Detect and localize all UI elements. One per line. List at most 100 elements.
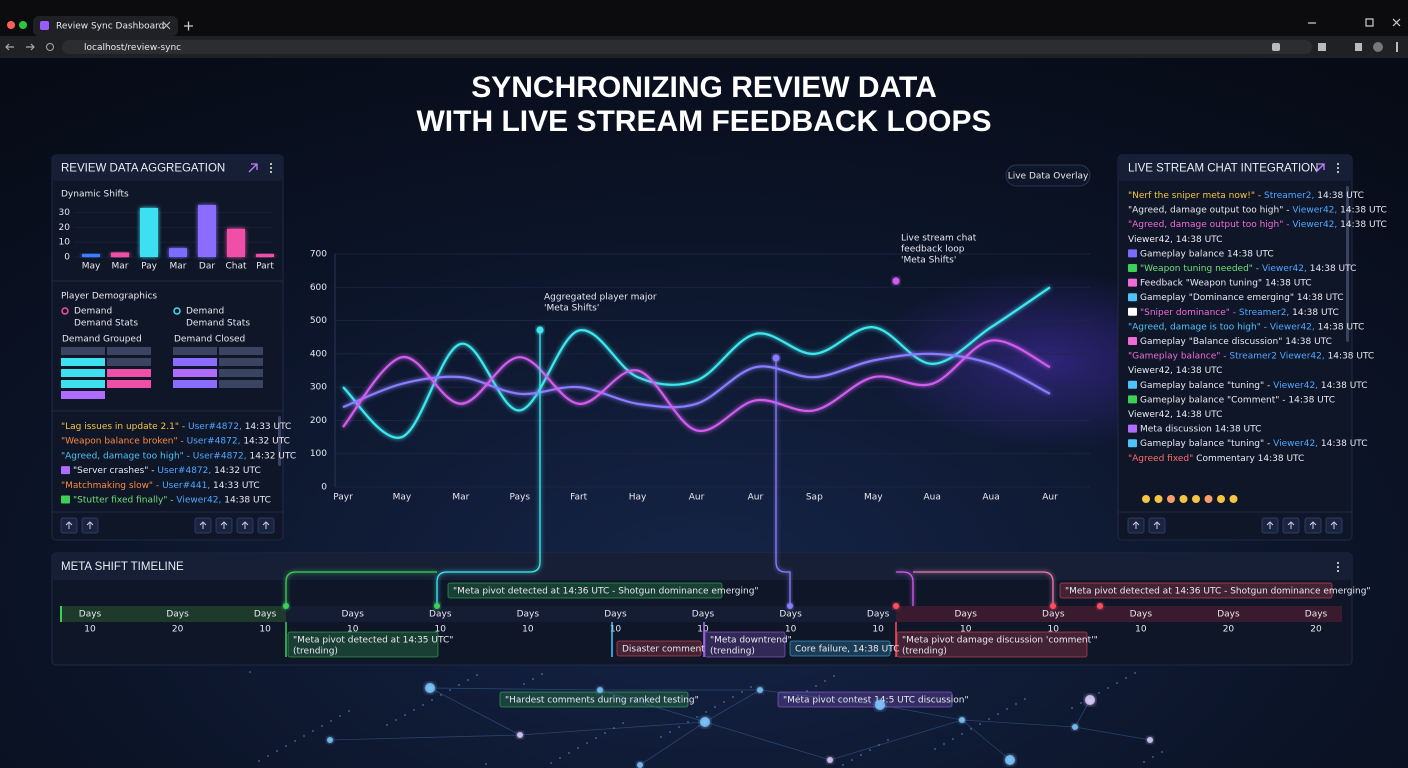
overlay-button[interactable] — [1005, 164, 1091, 187]
timeline-marker[interactable] — [1050, 603, 1056, 609]
demographic-cell — [173, 358, 217, 366]
demographic-cell — [219, 347, 263, 355]
scrollbar[interactable] — [1346, 186, 1349, 342]
network-node — [327, 737, 333, 743]
demographic-cell — [61, 369, 105, 377]
timeline-tick-number: 20 — [1223, 625, 1235, 635]
toolbar-icons[interactable] — [1272, 42, 1398, 52]
message: Gameplay balance "tuning" - Viewer42, 14… — [1140, 439, 1368, 449]
button-icon — [262, 521, 270, 529]
menu-dots[interactable] — [1336, 162, 1340, 166]
menu-dots[interactable] — [1336, 166, 1340, 170]
event-box[interactable] — [447, 582, 723, 599]
network-node — [1005, 755, 1015, 765]
chart-annotation: Aggregated player major — [544, 293, 657, 303]
timeline-marker[interactable] — [434, 603, 440, 609]
emoji — [1204, 495, 1213, 503]
menu-dots[interactable] — [1336, 569, 1340, 573]
timeline-marker[interactable] — [283, 603, 289, 609]
network-link — [429, 687, 521, 736]
address-field[interactable] — [62, 40, 1312, 54]
network-link — [961, 719, 1076, 728]
annotation-dot — [536, 326, 544, 334]
new-tab[interactable] — [184, 21, 193, 31]
star-dot — [559, 757, 561, 759]
menu-dots[interactable] — [269, 162, 273, 166]
demographic-cell — [219, 358, 263, 366]
star-dot — [395, 719, 397, 721]
menu-dots[interactable] — [269, 166, 273, 170]
tab-close[interactable] — [162, 21, 171, 30]
x-tick-label: Hay — [629, 493, 647, 503]
menu-dots[interactable] — [1336, 170, 1340, 174]
network-link — [1074, 699, 1091, 728]
y-tick-label: 400 — [310, 349, 327, 359]
x-tick-label: Fart — [570, 493, 588, 503]
annotation-dot — [772, 354, 780, 362]
star-dot — [851, 759, 853, 761]
event-box[interactable] — [499, 691, 689, 708]
window-close[interactable] — [7, 21, 15, 29]
star-dot — [622, 722, 624, 724]
message-time: Commentary 14:38 UTC — [1196, 453, 1304, 463]
url: localhost/review-sync — [84, 43, 181, 53]
event-box[interactable] — [789, 640, 891, 657]
event-text: "Meta pivot detected at 14:35 UTC" — [293, 636, 453, 646]
menu-dots[interactable] — [1336, 561, 1340, 565]
message-text: Gameplay balance "tuning" - — [1140, 380, 1270, 390]
event-box[interactable] — [704, 631, 786, 658]
star-dot — [669, 731, 671, 733]
message-time: 14:38 UTC — [1340, 205, 1387, 215]
timeline-tick-label: Days — [1042, 610, 1065, 620]
scrollbar[interactable] — [278, 416, 281, 466]
nav-buttons[interactable] — [5, 43, 35, 51]
star-dot — [258, 760, 260, 762]
y-tick-label: 600 — [310, 283, 327, 293]
window-zoom[interactable] — [19, 21, 27, 29]
message-text: Viewer42, 14:38 UTC — [1128, 234, 1222, 244]
network-node — [757, 687, 763, 693]
timeline-tick-number: 10 — [697, 625, 709, 635]
star-dot — [887, 739, 889, 741]
button-icon — [199, 521, 207, 529]
chart-annotation: feedback loop — [901, 245, 965, 255]
event-box[interactable] — [616, 640, 702, 657]
reload-button[interactable] — [46, 43, 54, 51]
series-line — [342, 339, 1051, 432]
star-dot — [1071, 707, 1073, 709]
bar — [256, 254, 274, 257]
event-box[interactable] — [777, 691, 953, 708]
timeline-marker[interactable] — [893, 603, 899, 609]
window-controls[interactable] — [1308, 18, 1401, 27]
event-text: (trending) — [902, 647, 947, 657]
menu-dots[interactable] — [269, 170, 273, 174]
timeline-marker[interactable] — [787, 603, 793, 609]
message-user: Viewer42, — [1262, 264, 1307, 274]
event-box[interactable] — [1059, 582, 1333, 599]
star-dot — [1098, 692, 1100, 694]
demographic-cell — [107, 358, 151, 366]
star-dot — [550, 762, 552, 764]
menu-dots[interactable] — [1336, 565, 1340, 569]
x-tick-label: Pays — [509, 493, 530, 503]
x-tick-label: May — [82, 262, 101, 272]
event-box[interactable] — [896, 631, 1088, 658]
message-time: 14:38 UTC — [1285, 337, 1332, 347]
link-icon[interactable] — [248, 163, 258, 173]
panel-title: META SHIFT TIMELINE — [61, 561, 184, 573]
star-dot — [1161, 751, 1163, 753]
event-box[interactable] — [287, 631, 439, 658]
message-icon — [61, 466, 70, 475]
star-dot — [705, 711, 707, 713]
link-icon[interactable] — [1315, 163, 1325, 173]
tab[interactable] — [33, 16, 178, 36]
timeline-tick-number: 20 — [172, 625, 184, 635]
timeline-marker[interactable] — [1097, 603, 1103, 609]
message-icon — [1128, 424, 1137, 433]
message: "Nerf the sniper meta now!" - Streamer2,… — [1128, 191, 1364, 201]
button-icon — [1309, 521, 1317, 529]
star-dot — [595, 737, 597, 739]
message-time: 14:33 UTC — [245, 422, 292, 432]
connector — [436, 330, 541, 606]
star-dot — [568, 752, 570, 754]
